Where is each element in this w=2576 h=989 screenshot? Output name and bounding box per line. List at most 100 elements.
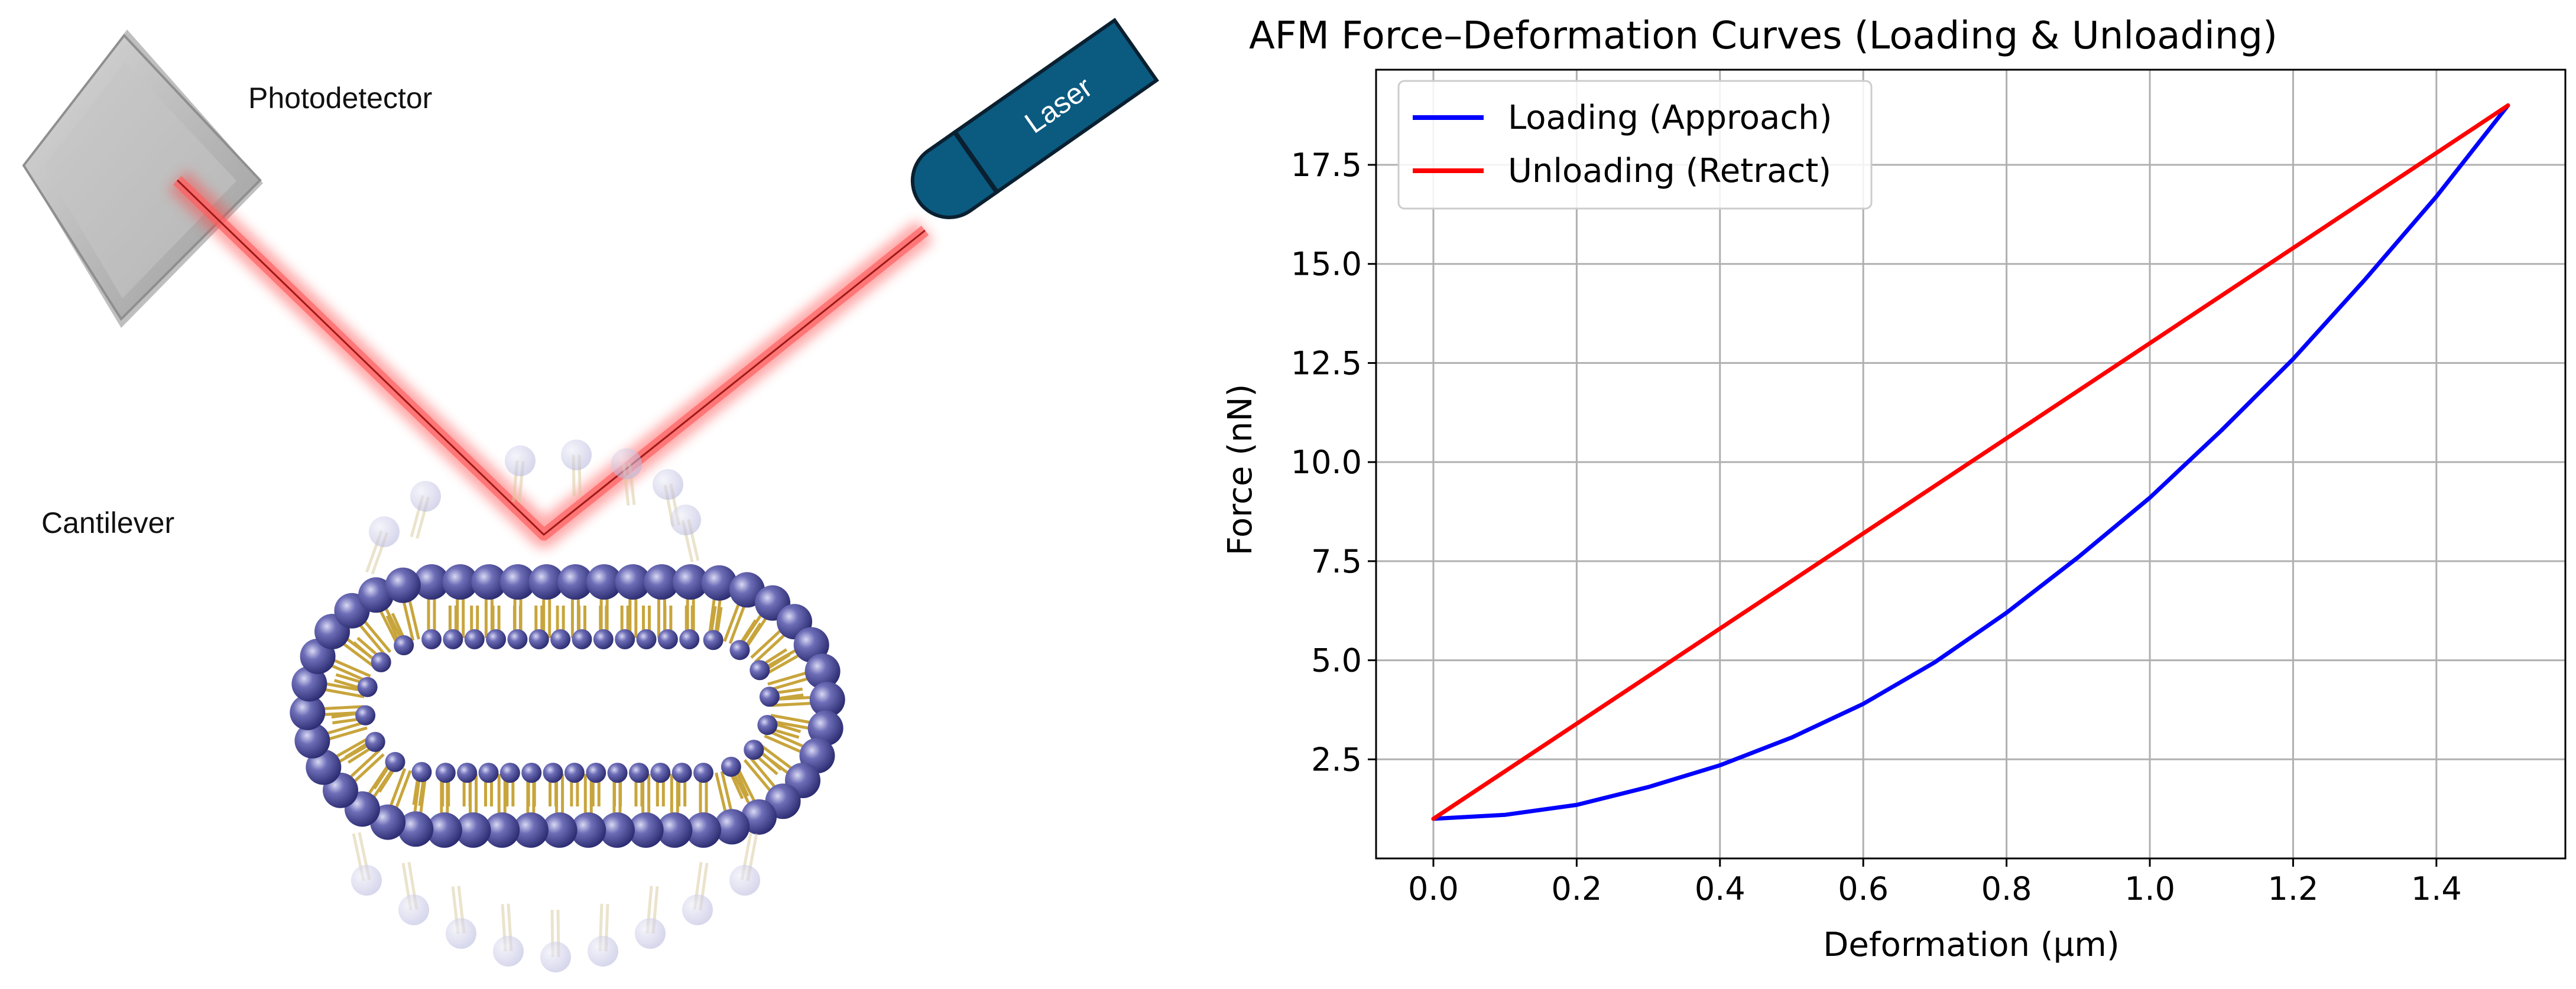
lipid-head (564, 763, 585, 783)
lipid-head (499, 763, 520, 783)
lipid-head (701, 565, 737, 601)
x-tick-label: 0.8 (1981, 870, 2032, 907)
chart-title: AFM Force–Deformation Curves (Loading & … (1249, 14, 2277, 58)
lipid-head (306, 749, 342, 785)
lipid-head (411, 762, 432, 782)
lipid-head (505, 445, 536, 476)
lipid-head (599, 812, 635, 848)
plot-series (1431, 103, 2510, 821)
y-tick-label: 12.5 (1291, 344, 1362, 382)
y-tick-label: 7.5 (1311, 543, 1362, 580)
x-tick-label: 0.0 (1408, 870, 1459, 907)
lipid-head (394, 635, 414, 656)
lipid-head (657, 812, 693, 848)
lipid-head (686, 812, 721, 848)
lipid-head (693, 763, 713, 783)
lipid-head (557, 564, 593, 600)
lipid-head (714, 809, 750, 845)
lipid-head (721, 756, 741, 777)
lipid-head (443, 629, 463, 649)
lipid-head (528, 564, 564, 600)
y-tick-label: 15.0 (1291, 246, 1362, 283)
lipid-head (650, 763, 671, 783)
legend-label-loading: Loading (Approach) (1508, 99, 1832, 137)
lipid-head (414, 564, 449, 600)
lipid-head (682, 894, 713, 925)
photodetector (22, 30, 263, 328)
x-tick-label: 1.4 (2411, 870, 2462, 907)
lipid-head (670, 505, 701, 535)
lipid-head (421, 629, 442, 649)
lipid-head (398, 811, 434, 847)
lipid-head (543, 763, 563, 783)
lipid-head (486, 629, 507, 649)
y-tick-label: 2.5 (1311, 741, 1362, 778)
lipid-head (294, 723, 330, 759)
lipid-head (673, 564, 709, 600)
x-tick-label: 1.2 (2267, 870, 2318, 907)
laser-beam (168, 170, 934, 548)
lipid-head (385, 567, 421, 603)
lipid-head (471, 564, 507, 600)
lipid-head (588, 936, 618, 967)
x-tick-label: 1.0 (2124, 870, 2175, 907)
lipid-head (493, 936, 524, 967)
legend-label-unloading: Unloading (Retract) (1508, 152, 1831, 190)
lipid-vesicle (290, 440, 845, 972)
lipid-head (703, 630, 724, 650)
lipid-head (500, 564, 536, 600)
lipid-head (290, 694, 326, 730)
lipid-head (636, 629, 657, 649)
y-tick-label: 17.5 (1291, 147, 1362, 184)
lipid-head (291, 666, 327, 702)
lipid-head (351, 865, 382, 896)
lipid-head (512, 812, 549, 848)
lipid-head (657, 629, 678, 649)
lipid-head (355, 705, 376, 726)
lipid-head (357, 676, 378, 697)
lipid-head (759, 687, 780, 707)
x-tick-label: 0.4 (1695, 870, 1746, 907)
lipid-head (615, 564, 651, 600)
laser-device: Laser (910, 18, 1159, 219)
cantilever-label: Cantilever (41, 506, 174, 539)
lipid-head (644, 564, 680, 600)
lipid-head (442, 564, 478, 600)
lipid-head (371, 652, 391, 672)
lipid-head (478, 763, 499, 783)
lipid-head (457, 763, 478, 783)
lipid-head (615, 629, 635, 649)
lipid-head (369, 516, 400, 547)
legend: Loading (Approach) Unloading (Retract) (1397, 80, 1873, 210)
lipid-head (741, 799, 777, 835)
series-line-loading (1431, 103, 2510, 821)
lipid-head (365, 731, 385, 752)
lipid-head (729, 640, 750, 661)
x-tick-label: 0.2 (1551, 870, 1602, 907)
lipid-head (744, 740, 764, 760)
lipid-head (593, 629, 614, 649)
lipid-head (358, 577, 394, 613)
lipid-head (607, 763, 628, 783)
x-tick-label: 0.6 (1838, 870, 1889, 907)
lipid-head (757, 715, 778, 736)
y-axis-label: Force (nN) (1221, 384, 1260, 555)
lipid-head (635, 918, 666, 949)
afm-schematic: Photodetector Laser Cantilever (22, 18, 1159, 972)
x-axis-ticks: 0.0 0.2 0.4 0.6 0.8 1.0 1.2 1.4 (1408, 858, 2462, 907)
lipid-head (586, 763, 606, 783)
y-axis-ticks: 2.5 5.0 7.5 10.0 12.5 15.0 17.5 (1291, 147, 1376, 778)
lipid-head (611, 448, 642, 479)
legend-box (1397, 80, 1873, 210)
plot-frame (1375, 69, 2567, 860)
lipid-head (541, 812, 578, 848)
lipid-head (807, 710, 843, 746)
lipid-head (521, 763, 542, 783)
lipid-head (804, 653, 841, 689)
lipid-head (398, 894, 429, 925)
lipid-head (793, 627, 829, 663)
lipid-head (528, 629, 549, 649)
lipid-head (484, 812, 520, 848)
